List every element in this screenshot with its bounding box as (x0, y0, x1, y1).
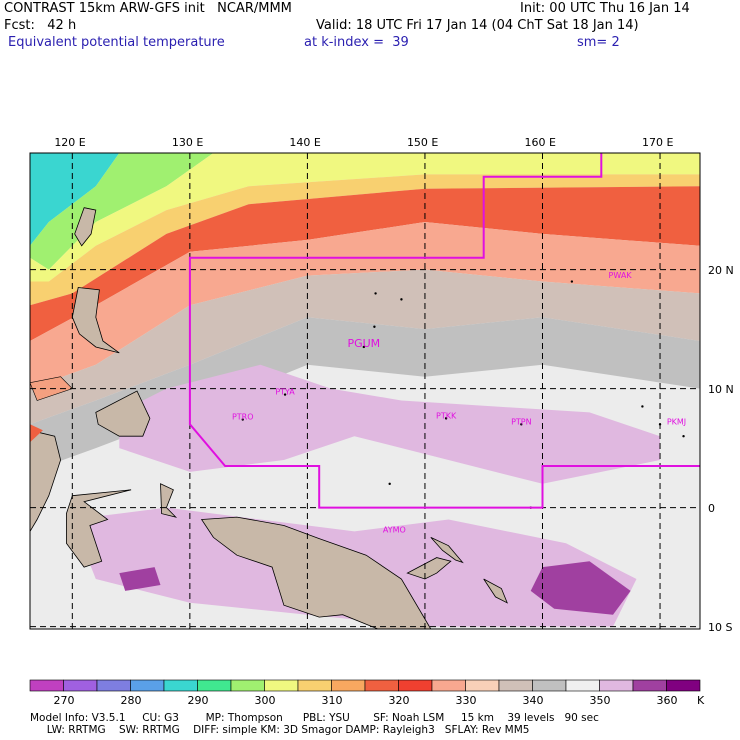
colorbar-swatch-18 (632, 679, 667, 692)
colorbar-swatch-2 (96, 679, 131, 692)
theta-band-5 (30, 222, 700, 389)
colorbar-swatch-17 (599, 679, 634, 692)
island-dot-5 (641, 405, 644, 408)
colorbar-label: 340 (522, 694, 544, 707)
colorbar-label: 330 (455, 694, 477, 707)
longitude-label: 140 E (289, 136, 321, 149)
model-info-line2: LW: RRTMG SW: RRTMG DIFF: simple KM: 3D … (30, 724, 530, 736)
colorbar-swatch-14 (498, 679, 533, 692)
colorbar-label: 280 (120, 694, 142, 707)
land-luzon (71, 287, 120, 354)
longitude-label: 160 E (524, 136, 556, 149)
theta-band-4 (30, 186, 700, 341)
colorbar-swatch-19 (666, 679, 701, 692)
station-label: AYMO (383, 526, 406, 535)
high-thetae-core (530, 561, 631, 615)
colorbar-swatch-1 (63, 679, 98, 692)
island-dot-10 (444, 417, 448, 420)
map-frame (29, 152, 701, 630)
colorbar-label: 300 (254, 694, 276, 707)
island-dot-0 (373, 325, 376, 328)
station-label: PWAK (609, 271, 633, 280)
colorbar-swatch-13 (465, 679, 500, 692)
colorbar-label: 350 (589, 694, 611, 707)
model-title: CONTRAST 15km ARW-GFS init NCAR/MMM (4, 1, 292, 16)
colorbar-swatch-12 (431, 679, 466, 692)
colorbar-swatch-11 (398, 679, 433, 692)
smoothing: sm= 2 (577, 35, 620, 50)
land-solomon-islands (483, 578, 508, 604)
forecast-hour: Fcst: 42 h (4, 18, 77, 33)
island-dot-7 (682, 435, 685, 438)
field-name: Equivalent potential temperature (8, 35, 225, 50)
moist-region-0 (119, 364, 661, 484)
latitude-label: 0 (708, 501, 715, 515)
island-dot-9 (283, 393, 287, 396)
colorbar-swatch-9 (331, 679, 366, 692)
station-label: PTRO (232, 413, 254, 422)
colorbar-label: 290 (187, 694, 209, 707)
init-time: Init: 00 UTC Thu 16 Jan 14 (520, 1, 690, 16)
longitude-label: 130 E (171, 136, 204, 149)
colorbar-swatch-8 (297, 679, 332, 692)
theta-band-7 (30, 317, 700, 472)
station-label: PGUM (347, 337, 380, 350)
station-label: PTYA (275, 388, 295, 397)
theta-band-0 (30, 153, 120, 246)
colorbar-swatch-15 (532, 679, 567, 692)
land-new-britain (406, 557, 452, 580)
longitude-label: 120 E (54, 136, 86, 149)
longitude-label: 170 E (642, 136, 674, 149)
colorbar-label: 360 (656, 694, 678, 707)
high-thetae-spot (119, 567, 161, 591)
land-taiwan (74, 207, 97, 247)
island-dot-12 (388, 482, 391, 486)
colorbar-swatch-5 (197, 679, 232, 692)
latitude-label: 10 N (708, 382, 734, 396)
land-halmahera (160, 483, 178, 518)
station-label: PTPN (511, 417, 532, 426)
land-sulawesi (66, 489, 132, 568)
model-info-line1: Model Info: V3.5.1 CU: G3 MP: Thompson P… (30, 712, 599, 724)
island-dot-1 (374, 292, 377, 295)
theta-band-2 (30, 153, 700, 282)
island-dot-2 (362, 345, 366, 349)
colorbar-swatch-3 (130, 679, 165, 692)
theta-band-3 (30, 174, 700, 306)
station-label: PTKK (436, 411, 457, 420)
airspace-boundary (188, 153, 700, 509)
colorbar-swatch-0 (29, 679, 64, 692)
island-dot-3 (400, 298, 403, 301)
theta-band-1 (30, 153, 214, 270)
land-new-ireland (430, 537, 464, 564)
colorbar-swatch-6 (230, 679, 265, 692)
island-dot-11 (520, 423, 523, 426)
level-index: at k-index = 39 (304, 35, 409, 50)
latitude-label: 10 S (708, 620, 733, 634)
colorbar-label: 310 (321, 694, 343, 707)
colorbar-label: 270 (53, 694, 75, 707)
colorbar-swatch-7 (264, 679, 299, 692)
land-mindanao (95, 390, 151, 437)
station-label: PKMJ (667, 417, 686, 426)
colorbar-swatch-10 (364, 679, 399, 692)
island-dot-8 (241, 418, 244, 421)
colorbar-swatch-4 (163, 679, 198, 692)
colorbar-label: 320 (388, 694, 410, 707)
colorbar-swatch-16 (565, 679, 600, 692)
warm-spot-borneo (30, 424, 43, 443)
latitude-label: 20 N (708, 263, 734, 277)
colorbar-unit: K (697, 694, 705, 707)
island-dot-4 (570, 280, 574, 283)
longitude-label: 150 E (406, 136, 439, 149)
theta-band-6 (30, 269, 700, 425)
valid-time: Valid: 18 UTC Fri 17 Jan 14 (04 ChT Sat … (316, 18, 639, 33)
